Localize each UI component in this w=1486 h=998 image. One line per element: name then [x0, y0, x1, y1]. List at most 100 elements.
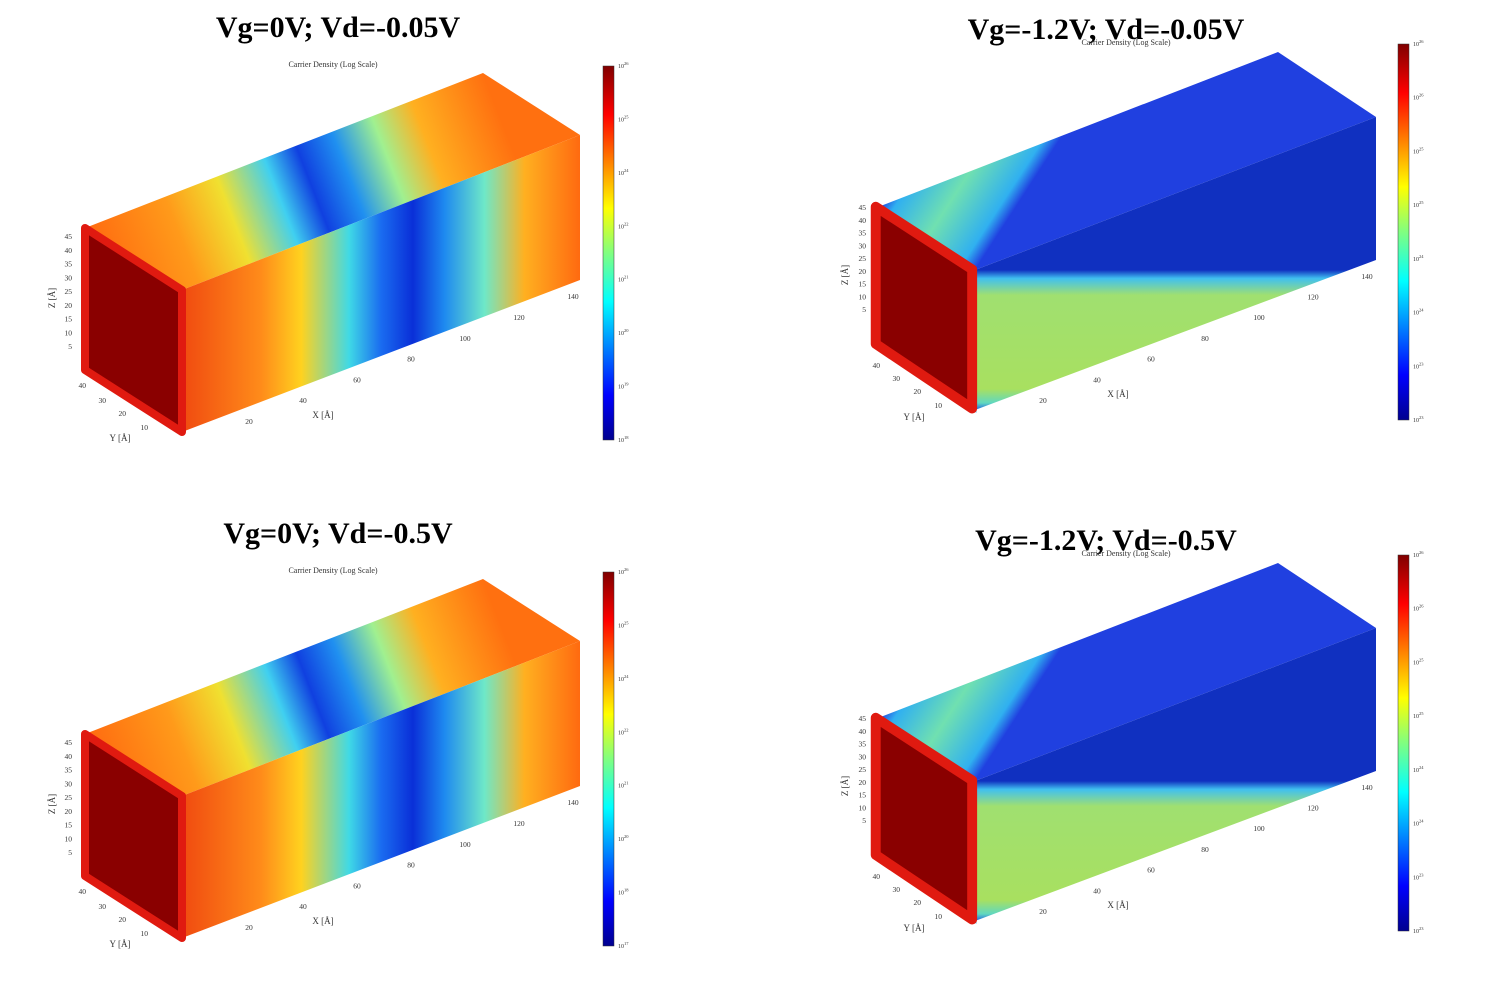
- colorbar-base: 10: [618, 438, 624, 444]
- colorbar-tick-label: 1026: [1413, 39, 1424, 48]
- x-tick-label: 140: [1361, 272, 1373, 281]
- z-axis-label: Z [Å]: [840, 265, 850, 285]
- colorbar-exponent: 23: [1419, 926, 1424, 931]
- colorbar-tick-label: 1025: [1413, 657, 1424, 666]
- panel-title: Vg=0V; Vd=-0.05V: [216, 11, 461, 44]
- panel: Vg=0V; Vd=-0.5V Carrier Density (Log Scal…: [47, 517, 629, 950]
- z-tick-label: 30: [859, 241, 867, 250]
- y-axis-label: Y [Å]: [110, 939, 131, 949]
- z-tick-label: 40: [859, 216, 867, 225]
- x-tick-label: 100: [459, 334, 471, 343]
- x-axis-label: X [Å]: [1107, 389, 1128, 399]
- x-tick-label: 20: [1039, 907, 1047, 916]
- colorbar-base: 10: [1413, 929, 1419, 935]
- x-tick-label: 120: [513, 313, 525, 322]
- z-tick-label: 25: [859, 254, 867, 263]
- colorbar-base: 10: [618, 570, 624, 576]
- colorbar-exponent: 24: [624, 674, 629, 679]
- panel-title: Vg=-1.2V; Vd=-0.5V: [975, 524, 1237, 557]
- x-tick-label: 60: [1147, 866, 1155, 875]
- plot-subtitle: Carrier Density (Log Scale): [288, 566, 377, 575]
- z-tick-label: 15: [65, 821, 73, 830]
- x-tick-label: 60: [1147, 355, 1155, 364]
- y-axis-label: Y [Å]: [904, 923, 925, 933]
- z-tick-label: 40: [65, 752, 73, 761]
- x-tick-label: 40: [299, 902, 307, 911]
- x-tick-label: 80: [1201, 334, 1209, 343]
- z-tick-label: 5: [862, 305, 866, 314]
- z-tick-label: 25: [859, 765, 867, 774]
- box-front: [870, 712, 978, 925]
- box-front: [81, 224, 186, 436]
- z-axis-label: Z [Å]: [840, 776, 850, 796]
- colorbar-base: 10: [618, 278, 624, 284]
- colorbar-base: 10: [1413, 607, 1419, 613]
- colorbar-tick-label: 1017: [618, 941, 629, 950]
- z-axis-label: Z [Å]: [47, 288, 57, 308]
- colorbar-base: 10: [1413, 96, 1419, 102]
- colorbar-base: 10: [1413, 418, 1419, 424]
- z-tick-label: 20: [859, 778, 867, 787]
- colorbar-base: 10: [1413, 364, 1419, 370]
- colorbar-base: 10: [618, 171, 624, 177]
- z-tick-label: 15: [65, 315, 73, 324]
- colorbar-exponent: 24: [624, 168, 629, 173]
- box-top: [85, 579, 580, 796]
- colorbar-exponent: 25: [624, 620, 629, 625]
- z-tick-label: 20: [859, 267, 867, 276]
- x-tick-label: 20: [245, 417, 253, 426]
- box-front: [870, 201, 978, 414]
- colorbar-tick-label: 1026: [1413, 604, 1424, 613]
- panel: Vg=0V; Vd=-0.05V Carrier Density (Log Sca…: [47, 11, 629, 444]
- z-tick-label: 30: [859, 752, 867, 761]
- y-tick-label: 30: [99, 396, 107, 405]
- colorbar-exponent: 26: [1419, 39, 1424, 44]
- colorbar-exponent: 25: [1419, 657, 1424, 662]
- colorbar-base: 10: [618, 117, 624, 123]
- z-tick-label: 35: [859, 740, 867, 749]
- colorbar-exponent: 21: [624, 781, 629, 786]
- colorbar-exponent: 25: [1419, 200, 1424, 205]
- y-tick-label: 10: [141, 929, 149, 938]
- colorbar-tick-label: 1024: [1413, 254, 1424, 263]
- colorbar: [1397, 554, 1410, 932]
- colorbar-base: 10: [618, 730, 624, 736]
- colorbar-tick-label: 1026: [1413, 550, 1424, 559]
- z-axis-label: Z [Å]: [47, 794, 57, 814]
- box-top: [85, 73, 580, 290]
- z-tick-label: 5: [68, 848, 72, 857]
- z-tick-label: 10: [859, 803, 867, 812]
- z-tick-label: 10: [65, 834, 73, 843]
- z-tick-label: 45: [65, 232, 73, 241]
- colorbar-exponent: 24: [1419, 765, 1424, 770]
- y-tick-label: 20: [914, 387, 922, 396]
- colorbar-tick-label: 1024: [618, 168, 629, 177]
- colorbar-exponent: 20: [624, 328, 629, 333]
- x-axis-label: X [Å]: [312, 410, 333, 420]
- plot-subtitle: Carrier Density (Log Scale): [288, 60, 377, 69]
- box-side: [975, 117, 1376, 410]
- colorbar-exponent: 21: [624, 275, 629, 280]
- colorbar-tick-label: 1025: [1413, 200, 1424, 209]
- x-tick-label: 140: [1361, 783, 1373, 792]
- colorbar-exponent: 23: [1419, 361, 1424, 366]
- y-tick-label: 10: [935, 912, 943, 921]
- colorbar-tick-label: 1024: [1413, 819, 1424, 828]
- colorbar-base: 10: [1413, 257, 1419, 263]
- colorbar-exponent: 24: [1419, 308, 1424, 313]
- y-tick-label: 10: [141, 423, 149, 432]
- x-axis-label: X [Å]: [312, 916, 333, 926]
- y-tick-label: 20: [119, 915, 127, 924]
- colorbar-base: 10: [1413, 203, 1419, 209]
- y-tick-label: 30: [893, 885, 901, 894]
- colorbar-tick-label: 1021: [618, 781, 629, 790]
- x-tick-label: 40: [1093, 375, 1101, 384]
- x-tick-label: 100: [1253, 824, 1265, 833]
- colorbar-base: 10: [1413, 311, 1419, 317]
- z-tick-label: 45: [859, 714, 867, 723]
- x-tick-label: 120: [1307, 293, 1319, 302]
- colorbar-tick-label: 1018: [618, 435, 629, 444]
